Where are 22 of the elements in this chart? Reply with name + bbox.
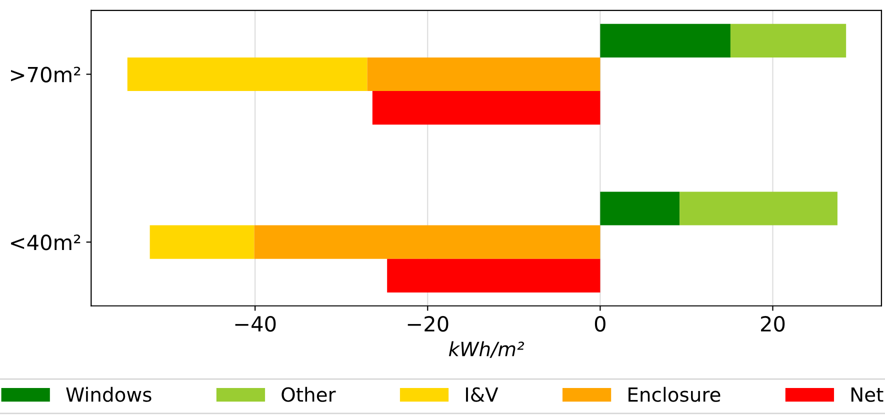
bar [254,225,600,259]
y-tick-label: >70m² [11,66,80,82]
bar [600,24,730,58]
x-tick-label: 20 [761,316,785,332]
x-axis-title: kWh/m² [448,341,524,358]
bar [600,192,680,226]
x-tick-label: 0 [594,316,606,332]
x-tick-label: −40 [235,316,276,332]
legend-label: Enclosure [628,386,720,402]
legend-label: Other [282,386,336,402]
legend-label: Windows [66,386,152,402]
bar [387,258,600,292]
bar [680,192,838,226]
bar [367,57,600,92]
legend-label: Net [851,387,884,402]
x-tick-label: −20 [408,316,448,332]
legend-label: I&V [466,387,498,402]
bar [730,24,846,58]
bar [127,57,368,92]
bar [372,91,600,125]
bar [150,225,254,259]
y-tick-label: <40m² [11,234,80,250]
